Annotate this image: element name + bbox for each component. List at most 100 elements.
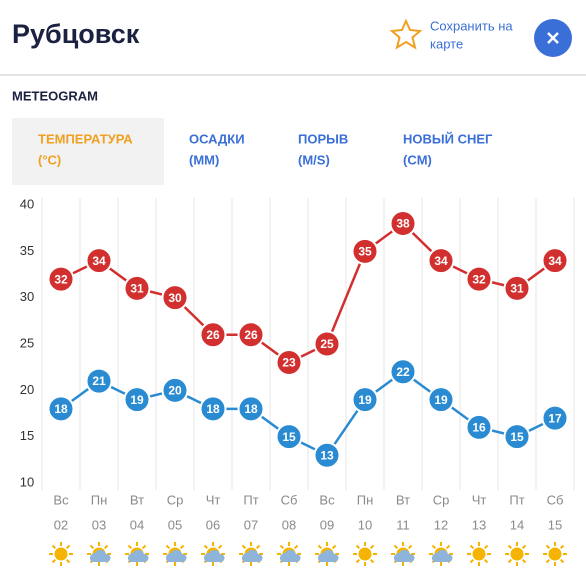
date-label: 13 <box>472 517 486 532</box>
tab-unit[interactable]: (°C) <box>38 152 61 167</box>
save-link[interactable]: карте <box>430 36 463 51</box>
value-label: 19 <box>434 393 448 407</box>
date-label: 09 <box>320 517 334 532</box>
point <box>237 321 265 349</box>
value-label: 32 <box>472 272 486 286</box>
point <box>427 386 455 414</box>
point <box>47 265 75 293</box>
active-tab[interactable] <box>12 118 164 185</box>
point <box>123 274 151 302</box>
point <box>85 247 113 275</box>
point <box>275 349 303 377</box>
date-label: 14 <box>510 517 524 532</box>
y-tick-label: 40 <box>20 196 34 211</box>
x-tick-label: Пт <box>509 492 524 507</box>
weather-icon <box>239 542 263 566</box>
x-tick-label: Сб <box>281 492 298 507</box>
date-label: 15 <box>548 517 562 532</box>
y-tick-label: 30 <box>20 289 34 304</box>
value-label: 18 <box>54 402 68 416</box>
date-label: 02 <box>54 517 68 532</box>
point <box>351 237 379 265</box>
point <box>503 423 531 451</box>
x-tick-label: Ср <box>433 492 450 507</box>
value-label: 13 <box>320 448 334 462</box>
value-label: 18 <box>206 402 220 416</box>
weather-icon <box>353 542 377 566</box>
value-label: 30 <box>168 291 182 305</box>
point <box>237 395 265 423</box>
date-label: 03 <box>92 517 106 532</box>
weather-icon <box>505 542 529 566</box>
tab-unit[interactable]: (M/S) <box>298 152 330 167</box>
weather-icon <box>315 542 339 566</box>
value-label: 34 <box>92 254 106 268</box>
value-label: 26 <box>206 328 220 342</box>
point <box>351 386 379 414</box>
value-label: 19 <box>130 393 144 407</box>
weather-icon <box>125 542 149 566</box>
value-label: 34 <box>434 254 448 268</box>
weather-icon <box>277 542 301 566</box>
x-tick-label: Вт <box>396 492 410 507</box>
x-tick-label: Вс <box>319 492 335 507</box>
date-label: 04 <box>130 517 144 532</box>
value-label: 17 <box>548 411 562 425</box>
x-tick-label: Пт <box>243 492 258 507</box>
point <box>199 395 227 423</box>
value-label: 22 <box>396 365 410 379</box>
point <box>199 321 227 349</box>
point <box>161 284 189 312</box>
value-label: 16 <box>472 421 486 435</box>
x-tick-label: Вс <box>53 492 69 507</box>
save-link[interactable]: Сохранить на <box>430 18 513 33</box>
tab-title[interactable]: ОСАДКИ <box>189 131 245 146</box>
x-tick-label: Пн <box>357 492 374 507</box>
value-label: 15 <box>510 430 524 444</box>
value-label: 26 <box>244 328 258 342</box>
y-tick-label: 10 <box>20 474 34 489</box>
date-label: 11 <box>396 517 410 532</box>
y-tick-label: 15 <box>20 428 34 443</box>
point <box>275 423 303 451</box>
x-tick-label: Вт <box>130 492 144 507</box>
value-label: 15 <box>282 430 296 444</box>
section-title: METEOGRAM <box>12 88 98 103</box>
value-label: 21 <box>92 374 106 388</box>
separator <box>0 74 586 76</box>
point <box>541 247 569 275</box>
close-button[interactable] <box>534 19 572 57</box>
tab-title[interactable]: НОВЫЙ СНЕГ <box>403 131 493 146</box>
point <box>313 441 341 469</box>
point <box>465 413 493 441</box>
point <box>465 265 493 293</box>
x-tick-label: Сб <box>547 492 564 507</box>
point <box>503 274 531 302</box>
weather-icon <box>391 542 415 566</box>
weather-icon <box>543 542 567 566</box>
x-tick-label: Ср <box>167 492 184 507</box>
value-label: 38 <box>396 217 410 231</box>
value-label: 23 <box>282 356 296 370</box>
tab-unit[interactable]: (CM) <box>403 152 432 167</box>
value-label: 20 <box>168 384 182 398</box>
date-label: 05 <box>168 517 182 532</box>
tab-unit[interactable]: (MM) <box>189 152 219 167</box>
point <box>389 210 417 238</box>
value-label: 18 <box>244 402 258 416</box>
tab-title[interactable]: ПОРЫВ <box>298 131 348 146</box>
point <box>47 395 75 423</box>
x-tick-label: Пн <box>91 492 108 507</box>
weather-icon <box>87 542 111 566</box>
y-tick-label: 25 <box>20 335 34 350</box>
weather-icon <box>49 542 73 566</box>
y-tick-label: 35 <box>20 243 34 258</box>
date-label: 08 <box>282 517 296 532</box>
value-label: 25 <box>320 337 334 351</box>
tab-title[interactable]: ТЕМПЕРАТУРА <box>38 131 133 146</box>
weather-icon <box>201 542 225 566</box>
star-icon[interactable] <box>389 18 423 50</box>
weather-icon <box>467 542 491 566</box>
value-label: 31 <box>130 282 144 296</box>
